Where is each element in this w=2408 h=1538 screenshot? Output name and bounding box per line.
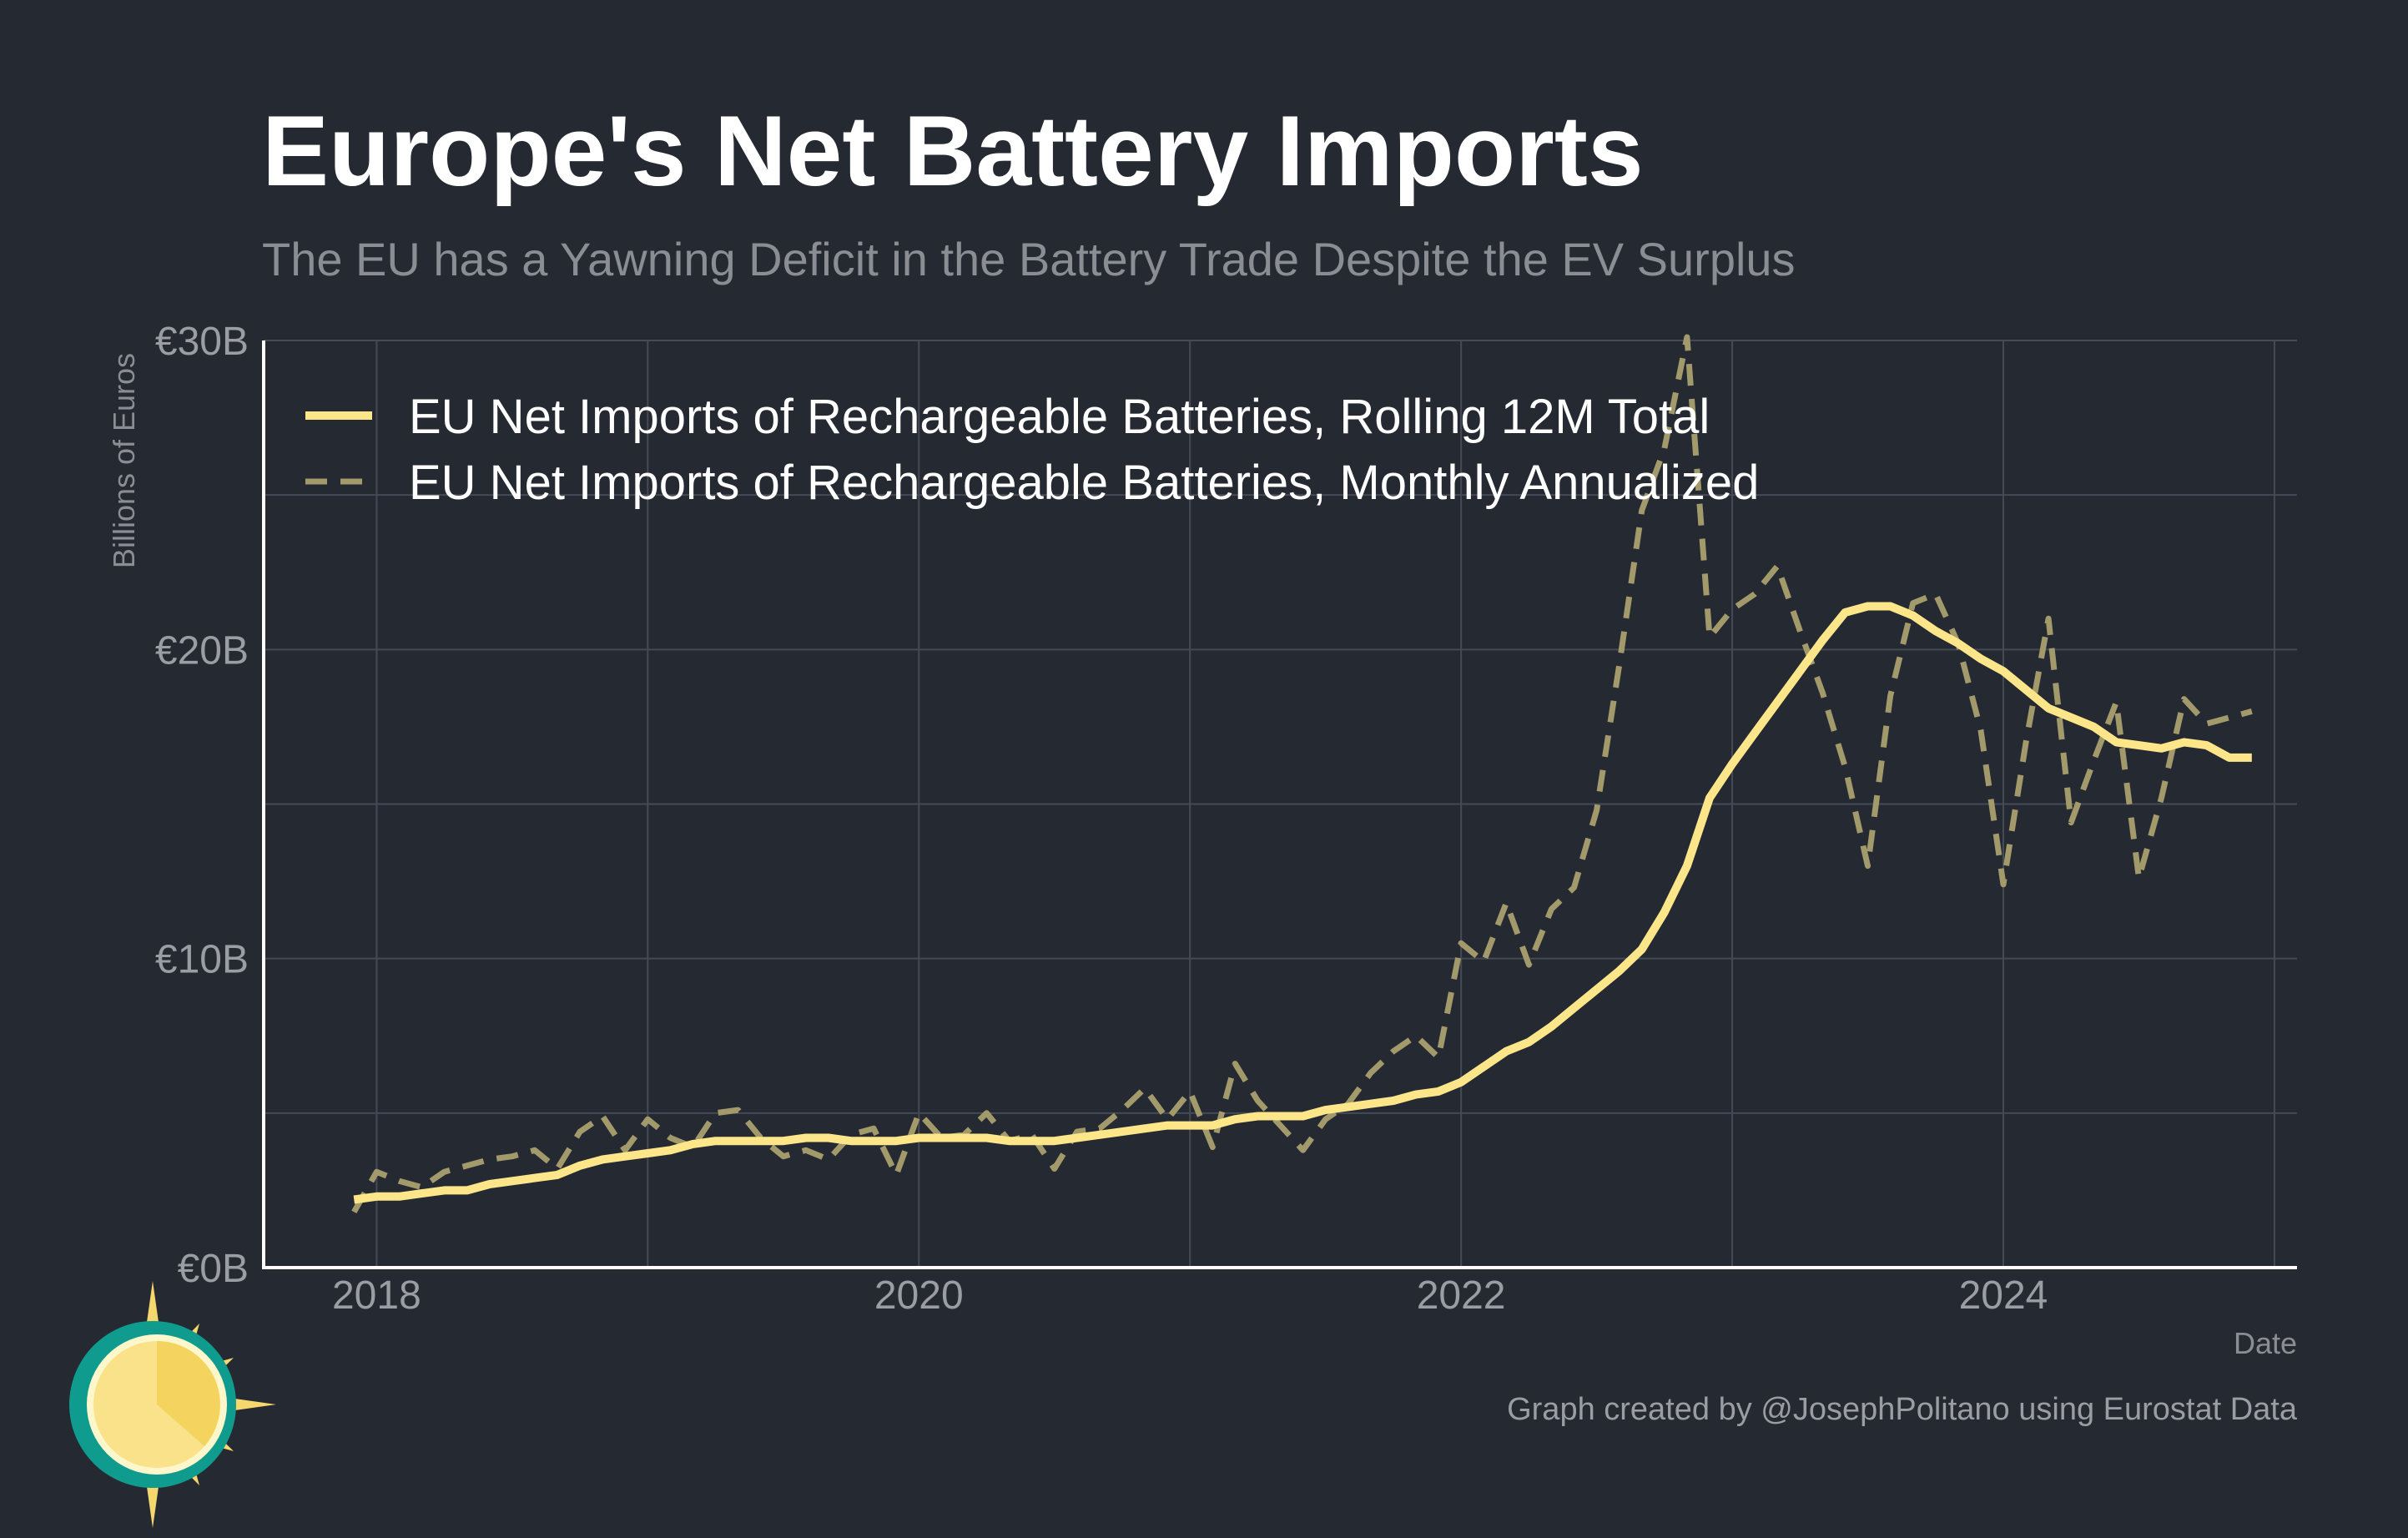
y-tick-label: €30B (155, 320, 249, 364)
x-tick-label: 2024 (1959, 1273, 2048, 1318)
series-layer (351, 334, 2253, 1214)
y-tick-labels: €0B €10B €20B €30B (155, 320, 249, 1291)
x-tick-label: 2018 (332, 1273, 421, 1318)
legend-label-monthly: EU Net Imports of Rechargeable Batteries… (409, 456, 1759, 510)
y-tick-label: €10B (155, 938, 249, 982)
series-line-monthly-annualized (351, 334, 2253, 1214)
x-tick-labels: 2018 2020 2022 2024 (332, 1273, 2048, 1318)
y-tick-label: €20B (155, 628, 249, 673)
series-line-rolling-12m (353, 602, 2252, 1204)
chart-title: Europe's Net Battery Imports (262, 95, 1644, 207)
x-tick-label: 2022 (1417, 1273, 1506, 1318)
legend-label-rolling: EU Net Imports of Rechargeable Batteries… (409, 390, 1710, 444)
x-tick-label: 2020 (874, 1273, 964, 1318)
grid-layer (264, 340, 2297, 1268)
legend: EU Net Imports of Rechargeable Batteries… (305, 390, 1759, 510)
chart-subtitle: The EU has a Yawning Deficit in the Batt… (262, 233, 1796, 285)
y-axis-title: Billions of Euros (107, 353, 141, 568)
chart-credit: Graph created by @JosephPolitano using E… (1507, 1392, 2298, 1427)
y-tick-label: €0B (178, 1247, 249, 1291)
x-axis-title: Date (2234, 1326, 2297, 1360)
sun-logo-icon (69, 1281, 276, 1528)
